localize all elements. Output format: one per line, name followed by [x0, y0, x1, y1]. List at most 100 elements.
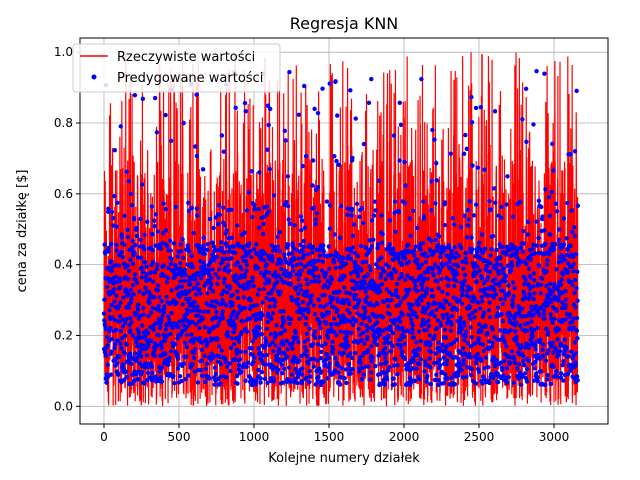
predicted-point — [461, 346, 466, 351]
predicted-point — [181, 361, 187, 366]
predicted-point — [149, 310, 154, 315]
x-tick-label: 1500 — [314, 430, 345, 444]
predicted-point — [350, 245, 356, 250]
predicted-point — [178, 279, 183, 284]
predicted-point — [366, 100, 372, 105]
predicted-point — [474, 250, 480, 255]
predicted-point — [454, 250, 459, 255]
predicted-point — [466, 294, 472, 300]
predicted-point — [228, 368, 233, 374]
predicted-point — [432, 262, 438, 267]
predicted-point — [103, 326, 108, 332]
predicted-point — [482, 246, 488, 251]
predicted-point — [282, 128, 287, 134]
predicted-point — [138, 237, 143, 242]
predicted-point — [256, 206, 261, 212]
predicted-point — [460, 289, 465, 294]
predicted-point — [307, 326, 312, 331]
predicted-point — [207, 216, 213, 222]
predicted-point — [167, 355, 172, 361]
predicted-point — [477, 268, 482, 273]
predicted-point — [255, 311, 260, 317]
predicted-point — [204, 341, 210, 347]
predicted-point — [571, 316, 576, 321]
predicted-point — [478, 256, 483, 261]
predicted-point — [494, 358, 499, 363]
predicted-point — [260, 312, 265, 318]
predicted-point — [375, 242, 381, 247]
predicted-point — [195, 380, 201, 385]
predicted-point — [188, 281, 193, 287]
predicted-point — [412, 253, 417, 258]
predicted-point — [431, 250, 437, 256]
predicted-point — [530, 246, 535, 252]
predicted-point — [306, 309, 311, 315]
predicted-point — [249, 169, 254, 174]
predicted-point — [246, 190, 252, 195]
predicted-point — [427, 333, 433, 338]
predicted-point — [131, 378, 137, 384]
predicted-point — [224, 228, 229, 233]
predicted-point — [503, 344, 509, 349]
predicted-point — [492, 287, 497, 293]
predicted-point — [128, 191, 134, 197]
predicted-point — [186, 373, 191, 378]
predicted-point — [206, 309, 211, 314]
predicted-point — [153, 374, 158, 379]
predicted-point — [500, 367, 505, 373]
predicted-point — [101, 311, 107, 316]
predicted-point — [132, 351, 138, 356]
predicted-point — [304, 315, 309, 321]
predicted-point — [524, 313, 529, 319]
predicted-point — [493, 276, 498, 282]
predicted-point — [227, 284, 233, 289]
predicted-point — [391, 246, 396, 251]
predicted-point — [357, 298, 362, 303]
predicted-point — [489, 247, 494, 252]
predicted-point — [357, 214, 362, 219]
predicted-point — [164, 294, 169, 300]
predicted-point — [409, 302, 415, 308]
predicted-point — [346, 253, 351, 259]
predicted-point — [340, 313, 346, 318]
predicted-point — [137, 349, 143, 354]
predicted-point — [219, 133, 225, 138]
predicted-point — [300, 249, 305, 254]
predicted-point — [179, 249, 184, 254]
predicted-point — [501, 266, 506, 271]
predicted-point — [265, 311, 271, 316]
predicted-point — [402, 256, 408, 261]
predicted-point — [527, 286, 533, 291]
predicted-point — [424, 286, 430, 291]
predicted-point — [190, 337, 195, 342]
predicted-point — [359, 376, 365, 382]
predicted-point — [125, 263, 130, 268]
predicted-point — [344, 333, 350, 339]
predicted-point — [131, 216, 137, 222]
predicted-point — [142, 259, 148, 265]
predicted-point — [425, 276, 430, 282]
predicted-point — [499, 204, 504, 210]
predicted-point — [293, 330, 299, 336]
predicted-point — [486, 293, 491, 298]
predicted-point — [500, 250, 505, 255]
predicted-point — [223, 266, 228, 271]
predicted-point — [296, 276, 301, 282]
predicted-point — [124, 316, 129, 322]
predicted-point — [574, 88, 579, 94]
predicted-point — [443, 372, 448, 377]
y-tick-label: 0.2 — [54, 328, 73, 342]
predicted-point — [314, 266, 319, 272]
predicted-point — [351, 222, 357, 227]
predicted-point — [554, 267, 559, 272]
predicted-point — [572, 290, 577, 296]
predicted-point — [278, 350, 283, 355]
predicted-point — [294, 272, 299, 277]
predicted-point — [249, 254, 254, 260]
predicted-point — [421, 214, 426, 219]
predicted-point — [430, 127, 435, 133]
predicted-point — [310, 250, 315, 255]
predicted-point — [416, 329, 422, 334]
predicted-point — [466, 217, 471, 222]
predicted-point — [153, 212, 159, 217]
